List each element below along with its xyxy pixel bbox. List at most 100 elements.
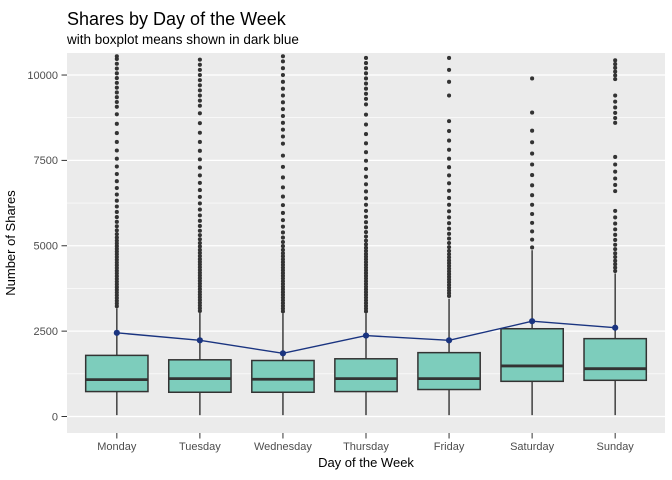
outlier-dot [363,196,369,201]
outliers-monday [114,54,119,309]
mean-point-wednesday [279,350,287,357]
outlier-dot [114,54,119,59]
outlier-dot [613,116,618,121]
outlier-dot [447,188,452,193]
outlier-dot [363,225,369,230]
outlier-dot [363,122,369,127]
outlier-dot [114,232,119,237]
outlier-dot [114,61,119,66]
outlier-dot [280,254,285,259]
outlier-dot [280,100,285,105]
mean-point-friday [445,337,453,344]
outlier-dot [114,76,119,81]
outlier-dot [197,111,202,116]
outlier-dot [530,193,535,198]
outlier-dot [280,203,285,208]
outlier-dot [197,57,202,62]
outlier-dot [114,179,119,184]
outlier-dot [363,112,369,117]
outlier-dot [114,156,119,161]
outliers-friday [447,55,452,299]
outlier-dot [363,86,369,91]
y-tick-label: 2500 [34,326,58,338]
mean-point-saturday [529,318,536,325]
outlier-dot [197,78,202,83]
outlier-dot [363,55,369,61]
outlier-dot [197,237,202,242]
outlier-dot [114,235,119,240]
outlier-dot [197,67,202,72]
outlier-dot [280,79,285,84]
outlier-dot [363,230,369,235]
outlier-dot [363,202,369,207]
outlier-dot [363,220,369,225]
outlier-dot [613,69,618,74]
outlier-dot [447,245,452,250]
outlier-dot [447,248,452,253]
box-wednesday [251,359,315,394]
outlier-dot [447,67,452,72]
outlier-dot [530,245,535,250]
outlier-dot [197,213,202,218]
outlier-dot [114,90,119,95]
outlier-dot [114,238,119,243]
outlier-dot [447,202,452,207]
outlier-dot [613,227,618,232]
outlier-dot [280,59,285,64]
outlier-dot [197,218,202,223]
plot-subtitle: with boxplot means shown in dark blue [66,32,299,47]
outlier-dot [530,162,535,167]
outlier-dot [613,208,618,213]
outlier-dot [280,54,285,59]
outlier-dot [613,268,618,274]
outlier-dot [447,195,452,201]
x-axis-title: Day of the Week [318,455,414,470]
outlier-dot [280,66,285,71]
outlier-dot [447,226,452,231]
outlier-dot [613,73,618,78]
outlier-dot [613,93,618,98]
x-tick-label-saturday: Saturday [510,441,555,453]
outlier-dot [114,85,119,90]
outlier-dot [280,257,285,262]
x-tick-label-friday: Friday [434,441,465,453]
outlier-dot [363,234,369,239]
outlier-dot [613,258,618,263]
outlier-dot [197,88,202,93]
outlier-dot [447,215,452,220]
outlier-dot [197,103,202,108]
outlier-dot [613,262,618,267]
outlier-dot [613,215,618,220]
outlier-dot [114,192,119,197]
outlier-dot [280,120,285,125]
outlier-dot [197,188,202,193]
outlier-dot [197,240,202,246]
outlier-dot [613,99,618,104]
outlier-dot [530,151,535,156]
outlier-dot [363,141,369,146]
outlier-dot [447,252,452,257]
outlier-dot [613,237,618,243]
outlier-dot [613,265,618,270]
outlier-dot [447,173,452,178]
outlier-dot [447,55,452,61]
outlier-dot [363,174,369,179]
outlier-dot [114,224,119,229]
outlier-dot [197,93,202,98]
outlier-dot [363,242,369,247]
outlier-dot [613,221,618,226]
y-tick-label: 0 [52,411,58,423]
outlier-dot [447,165,452,170]
outlier-dot [114,139,119,145]
outlier-dot [530,229,535,234]
outlier-dot [197,253,202,259]
outliers-thursday [363,55,369,314]
outlier-dot [447,128,452,134]
outlier-dot [363,96,369,101]
outlier-dot [447,258,452,263]
outlier-dot [114,198,119,203]
outlier-dot [280,210,285,216]
outlier-dot [114,204,119,209]
outlier-dot [280,107,285,112]
